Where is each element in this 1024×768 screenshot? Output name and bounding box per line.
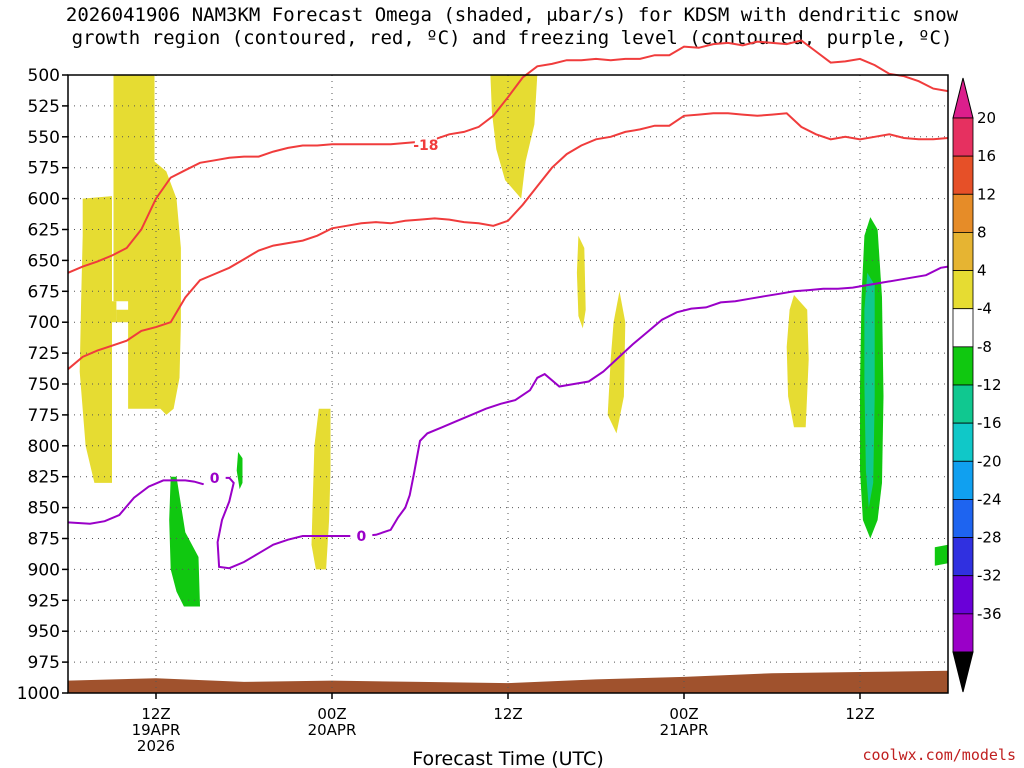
colorbar-top-triangle	[952, 77, 974, 119]
omega-region-6	[786, 295, 809, 428]
omega-region-3	[311, 408, 331, 570]
x-tick-label-42-1: 21APR	[660, 721, 709, 739]
colorbar-box-1	[952, 155, 974, 195]
freezing-contour-label-1-bg	[203, 469, 226, 486]
y-tick-label-550: 550	[28, 128, 60, 148]
y-axis: 500 525 550 575 600 625 650 675 700 725 750 775 800 8…	[17, 66, 68, 704]
omega-region-11	[934, 544, 948, 566]
y-tick-label-925: 925	[28, 591, 60, 611]
colorbar-box-9	[952, 460, 974, 500]
colorbar-label-4: 4	[977, 262, 987, 280]
colorbar: 20 16 12 8 4 -4 -8 -12 -16 -20 -24 -28 -32 -36	[952, 77, 1002, 693]
y-tick-label-1000: 1000	[17, 684, 60, 704]
y-tick-label-775: 775	[28, 406, 60, 426]
colorbar-box-4	[952, 270, 974, 310]
colorbar-label-6: -8	[977, 338, 992, 356]
dgz-bottom-line	[67, 112, 949, 370]
contour-lines: -18 0 0	[67, 39, 949, 570]
colorbar-box-7	[952, 384, 974, 424]
x-tick-label-42-0: 00Z	[669, 705, 698, 723]
colorbar-box-11	[952, 537, 974, 577]
colorbar-label-12: -32	[977, 567, 1002, 585]
dgz-top-line	[67, 39, 949, 274]
colorbar-box-2	[952, 193, 974, 233]
x-tick-label-18-1: 20APR	[308, 721, 357, 739]
colorbar-box-12	[952, 575, 974, 615]
chart-title-line2: growth region (contoured, red, ºC) and f…	[71, 27, 953, 49]
x-tick-label-30-0: 12Z	[493, 705, 522, 723]
credit-text: coolwx.com/models	[862, 746, 1016, 764]
colorbar-box-6	[952, 346, 974, 386]
y-tick-label-725: 725	[28, 344, 60, 364]
y-tick-label-875: 875	[28, 530, 60, 550]
freezing-contour-label-1: 0	[210, 471, 220, 487]
y-tick-label-900: 900	[28, 560, 60, 580]
colorbar-label-10: -24	[977, 490, 1002, 508]
y-tick-label-975: 975	[28, 653, 60, 673]
omega-shading	[79, 75, 948, 607]
dgz-contour-label: -18	[413, 138, 438, 154]
ground-layer	[68, 670, 948, 693]
omega-region-4	[576, 235, 586, 329]
y-tick-label-675: 675	[28, 282, 60, 302]
dgz-contour-label-bg	[414, 136, 437, 153]
y-tick-label-600: 600	[28, 190, 60, 210]
omega-region-8	[864, 272, 875, 508]
y-tick-label-800: 800	[28, 437, 60, 457]
omega-region-10	[236, 452, 243, 490]
y-tick-label-950: 950	[28, 622, 60, 642]
chart-title: 2026041906 NAM3KM Forecast Omega (shaded…	[0, 4, 1024, 50]
colorbar-label-9: -20	[977, 452, 1002, 470]
y-tick-label-500: 500	[28, 66, 60, 86]
y-tick-label-850: 850	[28, 499, 60, 519]
omega-region-5	[607, 291, 626, 434]
colorbar-label-1: 16	[977, 147, 996, 165]
freezing-contour-label-2: 0	[356, 529, 366, 545]
grid-lines	[68, 75, 948, 693]
colorbar-box-5	[952, 308, 974, 348]
omega-region-0	[113, 75, 181, 415]
colorbar-label-11: -28	[977, 529, 1002, 547]
freezing-contour-label-2-bg	[350, 528, 373, 545]
colorbar-box-3	[952, 232, 974, 271]
ground-fill	[68, 670, 948, 693]
x-tick-label-6-1: 19APR	[132, 721, 181, 739]
colorbar-label-0: 20	[977, 109, 996, 127]
x-tick-label-54-0: 12Z	[845, 705, 874, 723]
colorbar-label-5: -4	[977, 300, 992, 318]
y-tick-label-650: 650	[28, 251, 60, 271]
x-tick-label-6-0: 12Z	[141, 705, 170, 723]
y-tick-label-525: 525	[28, 97, 60, 117]
colorbar-box-13	[952, 613, 974, 653]
y-tick-label-750: 750	[28, 375, 60, 395]
colorbar-box-8	[952, 422, 974, 462]
omega-region-9	[169, 476, 200, 607]
colorbar-label-3: 8	[977, 223, 987, 241]
y-tick-label-625: 625	[28, 221, 60, 241]
colorbar-bottom-triangle	[952, 651, 974, 693]
x-tick-label-18-0: 00Z	[317, 705, 346, 723]
colorbar-label-2: 12	[977, 185, 996, 203]
x-tick-label-6-2: 2026	[137, 737, 175, 755]
omega-region-1	[79, 196, 117, 483]
colorbar-label-8: -16	[977, 414, 1002, 432]
y-tick-label-700: 700	[28, 313, 60, 333]
colorbar-label-13: -36	[977, 605, 1002, 623]
x-axis-title: Forecast Time (UTC)	[412, 748, 603, 768]
colorbar-label-7: -12	[977, 376, 1002, 394]
y-tick-label-575: 575	[28, 159, 60, 179]
colorbar-box-0	[952, 117, 974, 157]
chart-title-line1: 2026041906 NAM3KM Forecast Omega (shaded…	[65, 4, 959, 26]
y-tick-label-825: 825	[28, 468, 60, 488]
colorbar-box-10	[952, 499, 974, 538]
